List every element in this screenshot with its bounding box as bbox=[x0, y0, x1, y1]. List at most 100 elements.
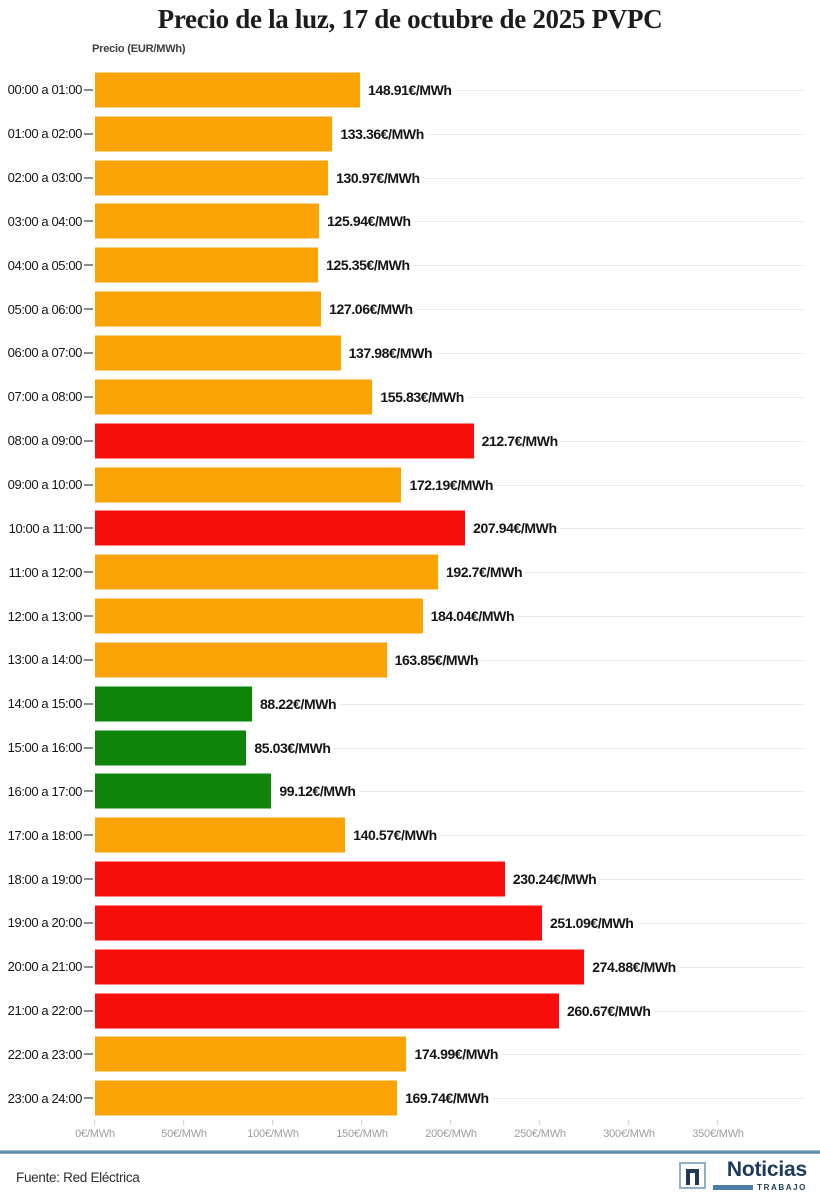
row-tick bbox=[84, 1053, 93, 1056]
price-value-label: 212.7€/MWh bbox=[473, 432, 561, 449]
x-tick-mark bbox=[450, 1120, 452, 1125]
bar-row: 17:00 a 18:00 140.57€/MWh bbox=[0, 813, 820, 857]
price-bar bbox=[95, 949, 585, 985]
price-value-label: 127.06€/MWh bbox=[321, 301, 416, 318]
price-bar bbox=[95, 467, 402, 503]
x-tick-mark bbox=[94, 1120, 96, 1125]
row-gridline bbox=[95, 177, 804, 179]
bar-row: 23:00 a 24:00 169.74€/MWh bbox=[0, 1076, 820, 1120]
row-tick bbox=[84, 834, 93, 837]
price-value-label: 125.94€/MWh bbox=[319, 213, 414, 230]
row-plot-area: 155.83€/MWh bbox=[95, 375, 804, 419]
bar-row: 08:00 a 09:00 212.7€/MWh bbox=[0, 419, 820, 463]
row-tick bbox=[84, 176, 93, 179]
price-value-label: 207.94€/MWh bbox=[465, 520, 560, 537]
time-range-label: 09:00 a 10:00 bbox=[7, 477, 83, 493]
price-bar bbox=[95, 861, 505, 897]
row-plot-area: 125.94€/MWh bbox=[95, 200, 804, 244]
logo-sub-text: TRABAJO bbox=[757, 1183, 807, 1192]
row-gridline bbox=[95, 703, 804, 705]
bar-row: 11:00 a 12:00 192.7€/MWh bbox=[0, 550, 820, 594]
row-plot-area: 230.24€/MWh bbox=[95, 857, 804, 901]
x-tick-mark bbox=[628, 1120, 630, 1125]
bar-chart: 00:00 a 01:00 148.91€/MWh 01:00 a 02:00 133… bbox=[0, 68, 820, 1120]
row-tick bbox=[84, 308, 93, 311]
price-bar bbox=[95, 598, 423, 634]
noticias-trabajo-logo: Noticias TRABAJO bbox=[679, 1159, 807, 1192]
x-axis-tick: 150€/MWh bbox=[336, 1120, 388, 1140]
price-bar bbox=[95, 379, 373, 415]
row-tick bbox=[84, 702, 93, 705]
row-tick bbox=[84, 351, 93, 354]
bar-row: 18:00 a 19:00 230.24€/MWh bbox=[0, 857, 820, 901]
logo-accent-bar bbox=[713, 1185, 754, 1190]
bar-row: 04:00 a 05:00 125.35€/MWh bbox=[0, 243, 820, 287]
price-value-label: 99.12€/MWh bbox=[271, 783, 359, 800]
time-range-label: 21:00 a 22:00 bbox=[7, 1003, 83, 1019]
logo-name-text: Noticias bbox=[726, 1158, 807, 1181]
time-range-label: 11:00 a 12:00 bbox=[8, 564, 83, 580]
time-range-label: 01:00 a 02:00 bbox=[7, 126, 83, 142]
time-range-label: 12:00 a 13:00 bbox=[7, 608, 83, 624]
time-range-label: 13:00 a 14:00 bbox=[7, 652, 83, 668]
price-value-label: 260.67€/MWh bbox=[558, 1002, 654, 1019]
bar-row: 13:00 a 14:00 163.85€/MWh bbox=[0, 638, 820, 682]
time-range-label: 20:00 a 21:00 bbox=[7, 959, 83, 975]
x-tick-mark bbox=[539, 1120, 541, 1125]
bar-row: 07:00 a 08:00 155.83€/MWh bbox=[0, 375, 820, 419]
price-value-label: 130.97€/MWh bbox=[328, 169, 423, 186]
time-range-label: 16:00 a 17:00 bbox=[7, 783, 83, 799]
row-tick bbox=[84, 132, 93, 135]
row-plot-area: 127.06€/MWh bbox=[95, 287, 804, 331]
price-bar bbox=[95, 1080, 398, 1116]
time-range-label: 15:00 a 16:00 bbox=[7, 740, 83, 756]
row-plot-area: 260.67€/MWh bbox=[95, 989, 804, 1033]
x-tick-mark bbox=[717, 1120, 719, 1125]
bar-row: 12:00 a 13:00 184.04€/MWh bbox=[0, 594, 820, 638]
row-plot-area: 130.97€/MWh bbox=[95, 156, 804, 200]
price-value-label: 137.98€/MWh bbox=[340, 344, 436, 361]
source-credit: Fuente: Red Eléctrica bbox=[16, 1170, 140, 1185]
row-gridline bbox=[95, 133, 804, 135]
x-axis-tick: 350€/MWh bbox=[692, 1120, 744, 1140]
x-axis-tick: 0€/MWh bbox=[75, 1120, 115, 1140]
row-gridline bbox=[95, 835, 804, 837]
price-value-label: 251.09€/MWh bbox=[541, 914, 637, 931]
x-tick-label: 150€/MWh bbox=[336, 1128, 388, 1140]
price-value-label: 184.04€/MWh bbox=[422, 608, 518, 625]
bar-row: 19:00 a 20:00 251.09€/MWh bbox=[0, 901, 820, 945]
x-axis-tick: 250€/MWh bbox=[514, 1120, 566, 1140]
price-bar bbox=[95, 510, 466, 546]
time-range-label: 03:00 a 04:00 bbox=[7, 213, 83, 229]
price-value-label: 85.03€/MWh bbox=[246, 739, 334, 756]
price-bar bbox=[95, 554, 438, 590]
price-value-label: 174.99€/MWh bbox=[406, 1046, 501, 1063]
time-range-label: 02:00 a 03:00 bbox=[7, 170, 83, 186]
time-range-label: 19:00 a 20:00 bbox=[7, 915, 83, 931]
row-tick bbox=[84, 1097, 93, 1100]
price-value-label: 148.91€/MWh bbox=[360, 81, 455, 98]
x-tick-label: 200€/MWh bbox=[425, 1128, 477, 1140]
x-tick-label: 300€/MWh bbox=[603, 1128, 655, 1140]
row-plot-area: 184.04€/MWh bbox=[95, 594, 804, 638]
bar-row: 14:00 a 15:00 88.22€/MWh bbox=[0, 682, 820, 726]
x-tick-label: 350€/MWh bbox=[692, 1128, 744, 1140]
time-range-label: 07:00 a 08:00 bbox=[7, 389, 83, 405]
price-value-label: 88.22€/MWh bbox=[252, 695, 340, 712]
price-value-label: 140.57€/MWh bbox=[345, 827, 440, 844]
price-bar bbox=[95, 203, 320, 239]
row-plot-area: 251.09€/MWh bbox=[95, 901, 804, 945]
row-plot-area: 274.88€/MWh bbox=[95, 945, 804, 989]
price-bar bbox=[95, 686, 253, 722]
x-axis: 0€/MWh 50€/MWh 100€/MWh 150€/MWh 200€/MWh 250… bbox=[0, 1120, 820, 1148]
price-bar bbox=[95, 730, 247, 766]
price-bar bbox=[95, 993, 559, 1029]
row-tick bbox=[84, 1009, 93, 1012]
x-tick-mark bbox=[183, 1120, 185, 1125]
row-tick bbox=[84, 615, 93, 618]
time-range-label: 05:00 a 06:00 bbox=[7, 301, 83, 317]
row-tick bbox=[84, 439, 93, 442]
price-bar bbox=[95, 905, 542, 941]
price-value-label: 133.36€/MWh bbox=[332, 125, 427, 142]
